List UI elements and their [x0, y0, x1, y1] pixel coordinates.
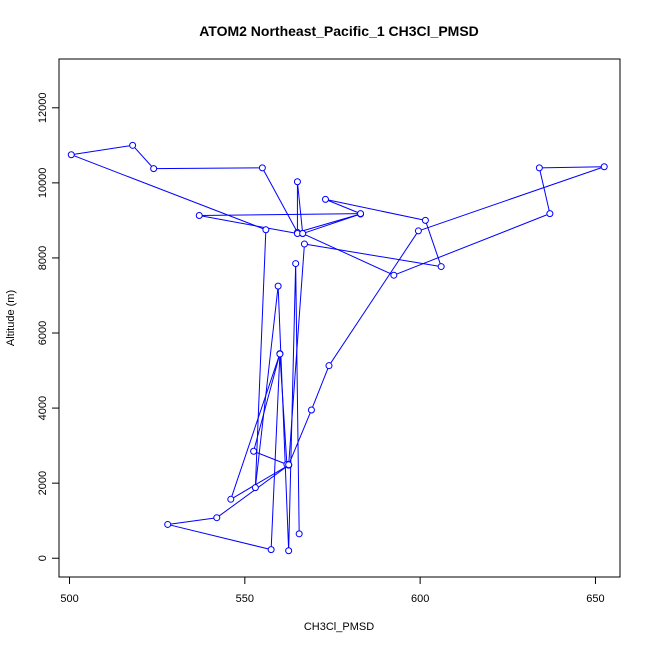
series-segment [325, 198, 426, 221]
series-segment [253, 353, 281, 452]
series-segment [279, 354, 288, 465]
x-tick-label: 650 [586, 593, 604, 605]
data-point [195, 212, 203, 220]
series-segment [230, 464, 289, 500]
data-point [321, 195, 329, 203]
data-point [300, 240, 308, 248]
data-point [285, 461, 293, 469]
series-segment [277, 286, 290, 551]
series-points [67, 141, 608, 555]
series-segment [253, 450, 289, 466]
data-point [307, 406, 315, 414]
series-lines [71, 144, 605, 551]
series-segment [302, 213, 361, 235]
data-point [150, 165, 158, 173]
data-point [258, 164, 266, 172]
series-segment [167, 517, 217, 525]
data-point [251, 484, 259, 492]
series-segment [254, 229, 267, 488]
data-point [600, 163, 608, 171]
series-segment [71, 144, 133, 156]
data-point [357, 210, 365, 218]
x-tick-label: 500 [60, 593, 78, 605]
series-segment [153, 167, 263, 170]
data-point [227, 495, 235, 503]
series-segment [132, 144, 155, 169]
data-point [276, 350, 284, 358]
data-point [274, 282, 282, 290]
series-segment [230, 353, 281, 500]
series-segment [310, 365, 330, 411]
y-tick-label: 10000 [37, 168, 49, 199]
series-segment [254, 286, 279, 488]
y-tick-label: 0 [37, 555, 49, 561]
data-point [292, 260, 300, 268]
data-point [67, 151, 75, 159]
series-segment [288, 409, 312, 465]
y-axis-label: Altitude (m) [5, 290, 17, 346]
data-point [267, 546, 275, 554]
data-point [262, 226, 270, 234]
x-axis: 500 550 600 650 [60, 576, 605, 605]
series-segment [302, 233, 395, 276]
chart-title: ATOM2 Northeast_Pacific_1 CH3Cl_PMSD [199, 23, 479, 39]
series-segment [261, 167, 298, 233]
series-segment [199, 213, 361, 217]
series-segment [539, 166, 605, 169]
series-segment [393, 213, 551, 276]
x-tick-label: 550 [236, 593, 254, 605]
series-segment [325, 198, 361, 215]
data-point [295, 530, 303, 538]
series-segment [199, 215, 298, 235]
y-tick-label: 6000 [37, 321, 49, 345]
x-axis-label: CH3Cl_PMSD [304, 621, 374, 633]
y-tick-label: 8000 [37, 246, 49, 270]
series-segment [418, 166, 605, 232]
y-tick-label: 12000 [37, 93, 49, 124]
data-point [164, 520, 172, 528]
series-segment [288, 263, 297, 551]
data-point [285, 547, 293, 555]
x-tick-label: 600 [411, 593, 429, 605]
series-segment [71, 154, 267, 231]
series-segment [328, 230, 419, 366]
series-segment [296, 181, 304, 234]
data-point [250, 447, 258, 455]
data-point [129, 141, 137, 149]
series-segment [167, 523, 272, 551]
data-point [325, 362, 333, 370]
data-point [293, 178, 301, 186]
series-segment [216, 464, 289, 519]
data-point [421, 216, 429, 224]
data-point [213, 514, 221, 522]
series-segment [295, 263, 300, 534]
y-tick-label: 2000 [37, 471, 49, 495]
y-axis: 0 2000 4000 6000 8000 10000 12000 [37, 93, 60, 561]
y-tick-label: 4000 [37, 396, 49, 420]
series-segment [288, 244, 305, 466]
data-point [390, 271, 398, 279]
data-point [535, 164, 543, 172]
series-segment [304, 243, 442, 268]
data-point [414, 227, 422, 235]
series-segment [538, 167, 551, 214]
series-segment [270, 354, 281, 550]
data-point [299, 230, 307, 238]
data-point [437, 263, 445, 271]
data-point [546, 210, 554, 218]
